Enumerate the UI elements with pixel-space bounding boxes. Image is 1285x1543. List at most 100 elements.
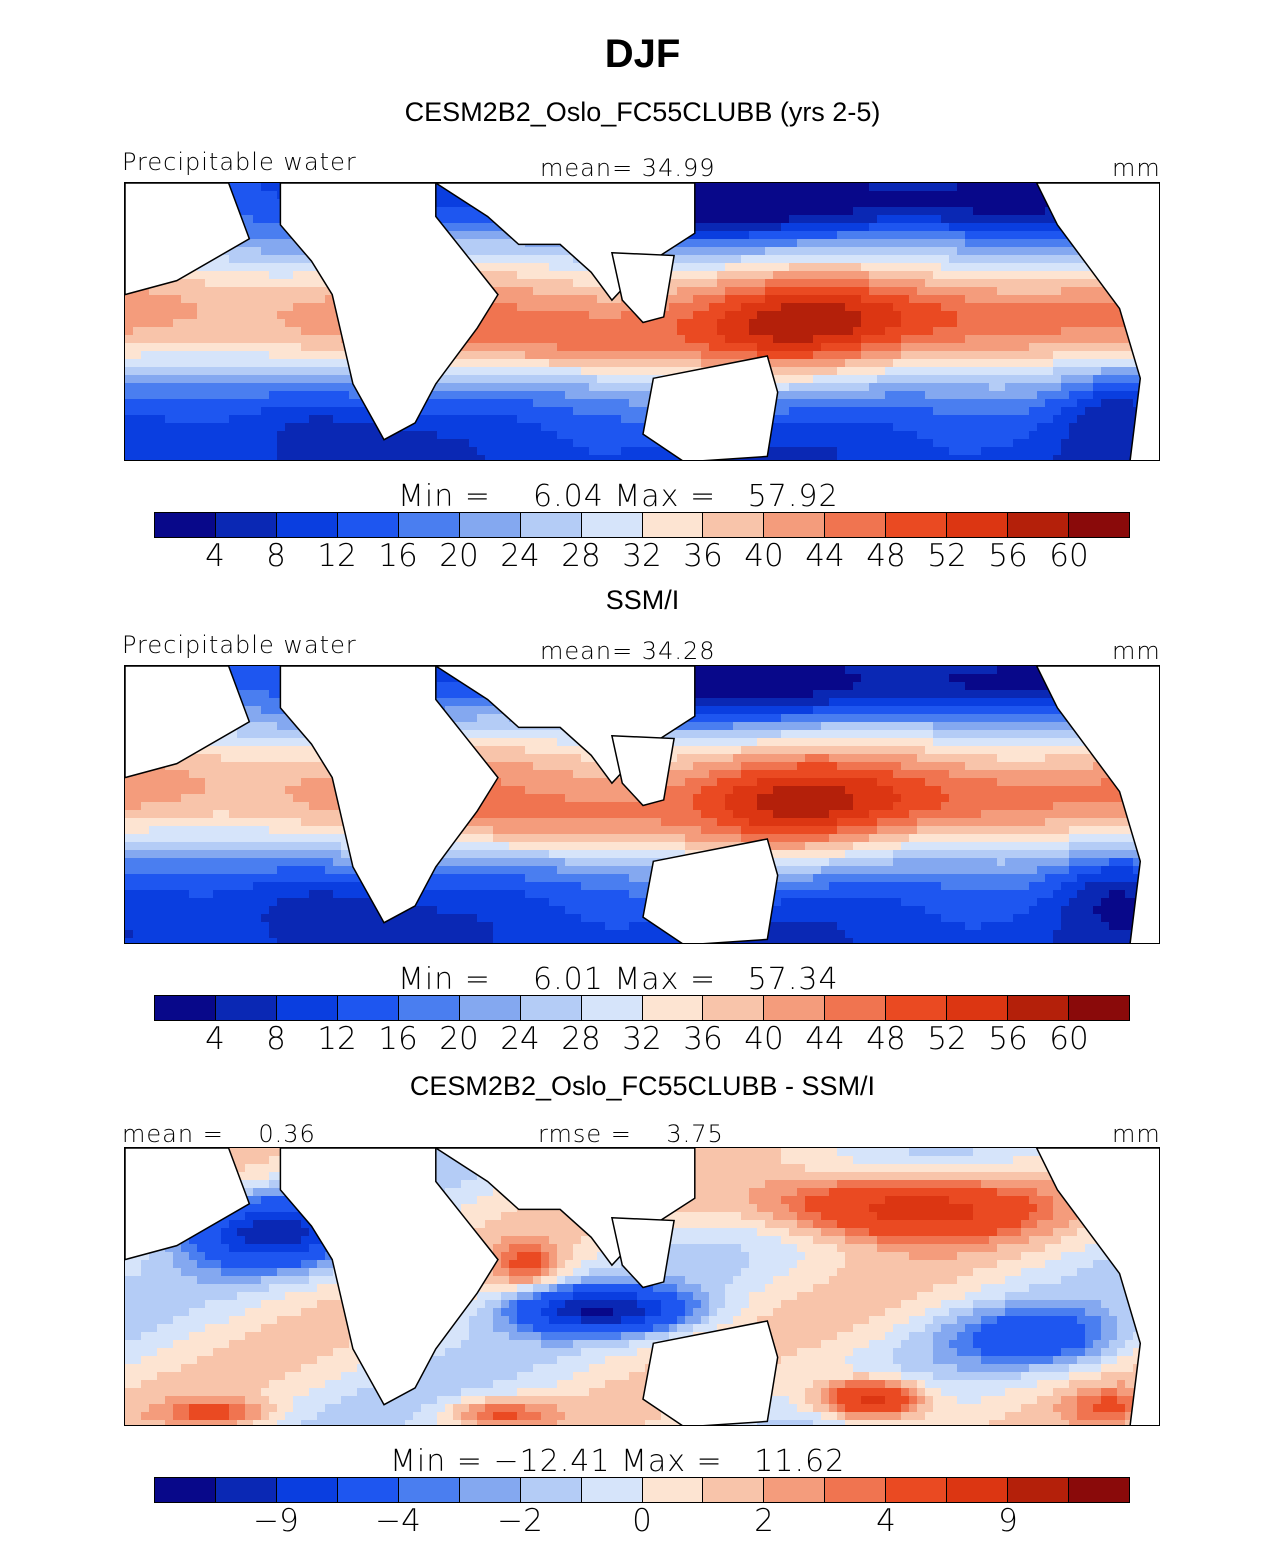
map-grid-cell — [805, 215, 814, 224]
map-grid-cell — [1005, 439, 1014, 448]
panel-2-units-label: mm — [1112, 637, 1161, 665]
map-grid-cell — [637, 415, 646, 424]
map-grid-cell — [813, 359, 822, 368]
map-grid-cell — [197, 359, 206, 368]
map-grid-cell — [749, 303, 758, 312]
map-grid-cell — [1069, 375, 1078, 384]
map-grid-cell — [861, 311, 870, 320]
map-grid-cell — [677, 271, 686, 280]
map-grid-cell — [309, 335, 318, 344]
map-grid-cell — [893, 287, 902, 296]
map-grid-cell — [837, 231, 846, 240]
map-grid-cell — [957, 431, 966, 440]
map-grid-cell — [1029, 231, 1038, 240]
map-grid-cell — [525, 343, 534, 352]
map-grid-cell — [1005, 682, 1014, 691]
map-grid-cell — [133, 399, 142, 408]
map-grid-cell — [333, 423, 342, 432]
map-grid-cell — [269, 239, 278, 248]
map-grid-cell — [901, 255, 910, 264]
map-grid-cell — [629, 383, 638, 392]
map-grid-cell — [813, 239, 822, 248]
map-grid-cell — [917, 343, 926, 352]
map-grid-cell — [1005, 223, 1014, 232]
map-grid-cell — [565, 279, 574, 288]
map-grid-cell — [749, 223, 758, 232]
map-grid-cell — [157, 423, 166, 432]
map-grid-cell — [285, 295, 294, 304]
map-grid-cell — [917, 455, 926, 460]
map-grid-cell — [221, 415, 230, 424]
map-grid-cell — [877, 231, 886, 240]
map-grid-cell — [125, 383, 134, 392]
land-mass — [610, 251, 675, 324]
map-grid-cell — [525, 375, 534, 384]
map-grid-cell — [1013, 303, 1022, 312]
map-grid-cell — [165, 319, 174, 328]
map-grid-cell — [541, 383, 550, 392]
colorbar-swatch — [581, 513, 643, 537]
map-grid-cell — [229, 311, 238, 320]
map-grid-cell — [765, 191, 774, 200]
map-grid-cell — [813, 455, 822, 460]
map-grid-cell — [357, 407, 366, 416]
map-grid-cell — [973, 682, 982, 691]
map-grid-cell — [741, 674, 750, 683]
map-grid-cell — [989, 279, 998, 288]
map-grid-cell — [701, 303, 710, 312]
map-grid-cell — [581, 439, 590, 448]
map-grid-cell — [493, 247, 502, 256]
map-grid-cell — [981, 375, 990, 384]
map-grid-cell — [333, 407, 342, 416]
map-grid-cell — [1029, 666, 1038, 675]
map-grid-cell — [149, 407, 158, 416]
map-grid-cell — [237, 415, 246, 424]
map-grid-cell — [501, 295, 510, 304]
map-grid-cell — [237, 199, 246, 208]
map-grid-cell — [621, 359, 630, 368]
map-grid-cell — [517, 343, 526, 352]
map-grid-cell — [733, 279, 742, 288]
map-grid-cell — [213, 431, 222, 440]
map-grid-cell — [733, 287, 742, 296]
map-grid-cell — [261, 207, 270, 216]
map-grid-cell — [237, 439, 246, 448]
map-grid-cell — [893, 415, 902, 424]
map-grid-cell — [677, 343, 686, 352]
map-grid-cell — [1013, 682, 1022, 691]
map-grid-cell — [581, 383, 590, 392]
map-grid-cell — [909, 295, 918, 304]
map-grid-cell — [709, 311, 718, 320]
map-grid-cell — [565, 287, 574, 296]
map-grid-cell — [1069, 303, 1078, 312]
map-grid-cell — [893, 327, 902, 336]
map-grid-cell — [261, 335, 270, 344]
map-grid-cell — [1021, 375, 1030, 384]
map-grid-cell — [933, 407, 942, 416]
map-grid-cell — [237, 327, 246, 336]
map-grid-cell — [173, 455, 182, 460]
map-grid-cell — [877, 343, 886, 352]
map-grid-cell — [293, 367, 302, 376]
map-grid-cell — [709, 359, 718, 368]
colorbar-swatch — [703, 513, 765, 537]
map-grid-cell — [909, 223, 918, 232]
map-grid-cell — [909, 279, 918, 288]
map-grid-cell — [229, 415, 238, 424]
map-grid-cell — [157, 359, 166, 368]
map-grid-cell — [813, 271, 822, 280]
map-grid-cell — [701, 295, 710, 304]
map-grid-cell — [189, 303, 198, 312]
map-grid-cell — [869, 682, 878, 691]
map-grid-cell — [541, 335, 550, 344]
map-grid-cell — [653, 447, 662, 456]
panel-1-map — [124, 182, 1160, 461]
map-grid-cell — [933, 351, 942, 360]
map-grid-cell — [709, 303, 718, 312]
map-grid-cell — [245, 335, 254, 344]
map-grid-cell — [293, 431, 302, 440]
map-grid-cell — [309, 359, 318, 368]
map-grid-cell — [1069, 423, 1078, 432]
map-grid-cell — [1117, 407, 1126, 416]
map-grid-cell — [781, 271, 790, 280]
